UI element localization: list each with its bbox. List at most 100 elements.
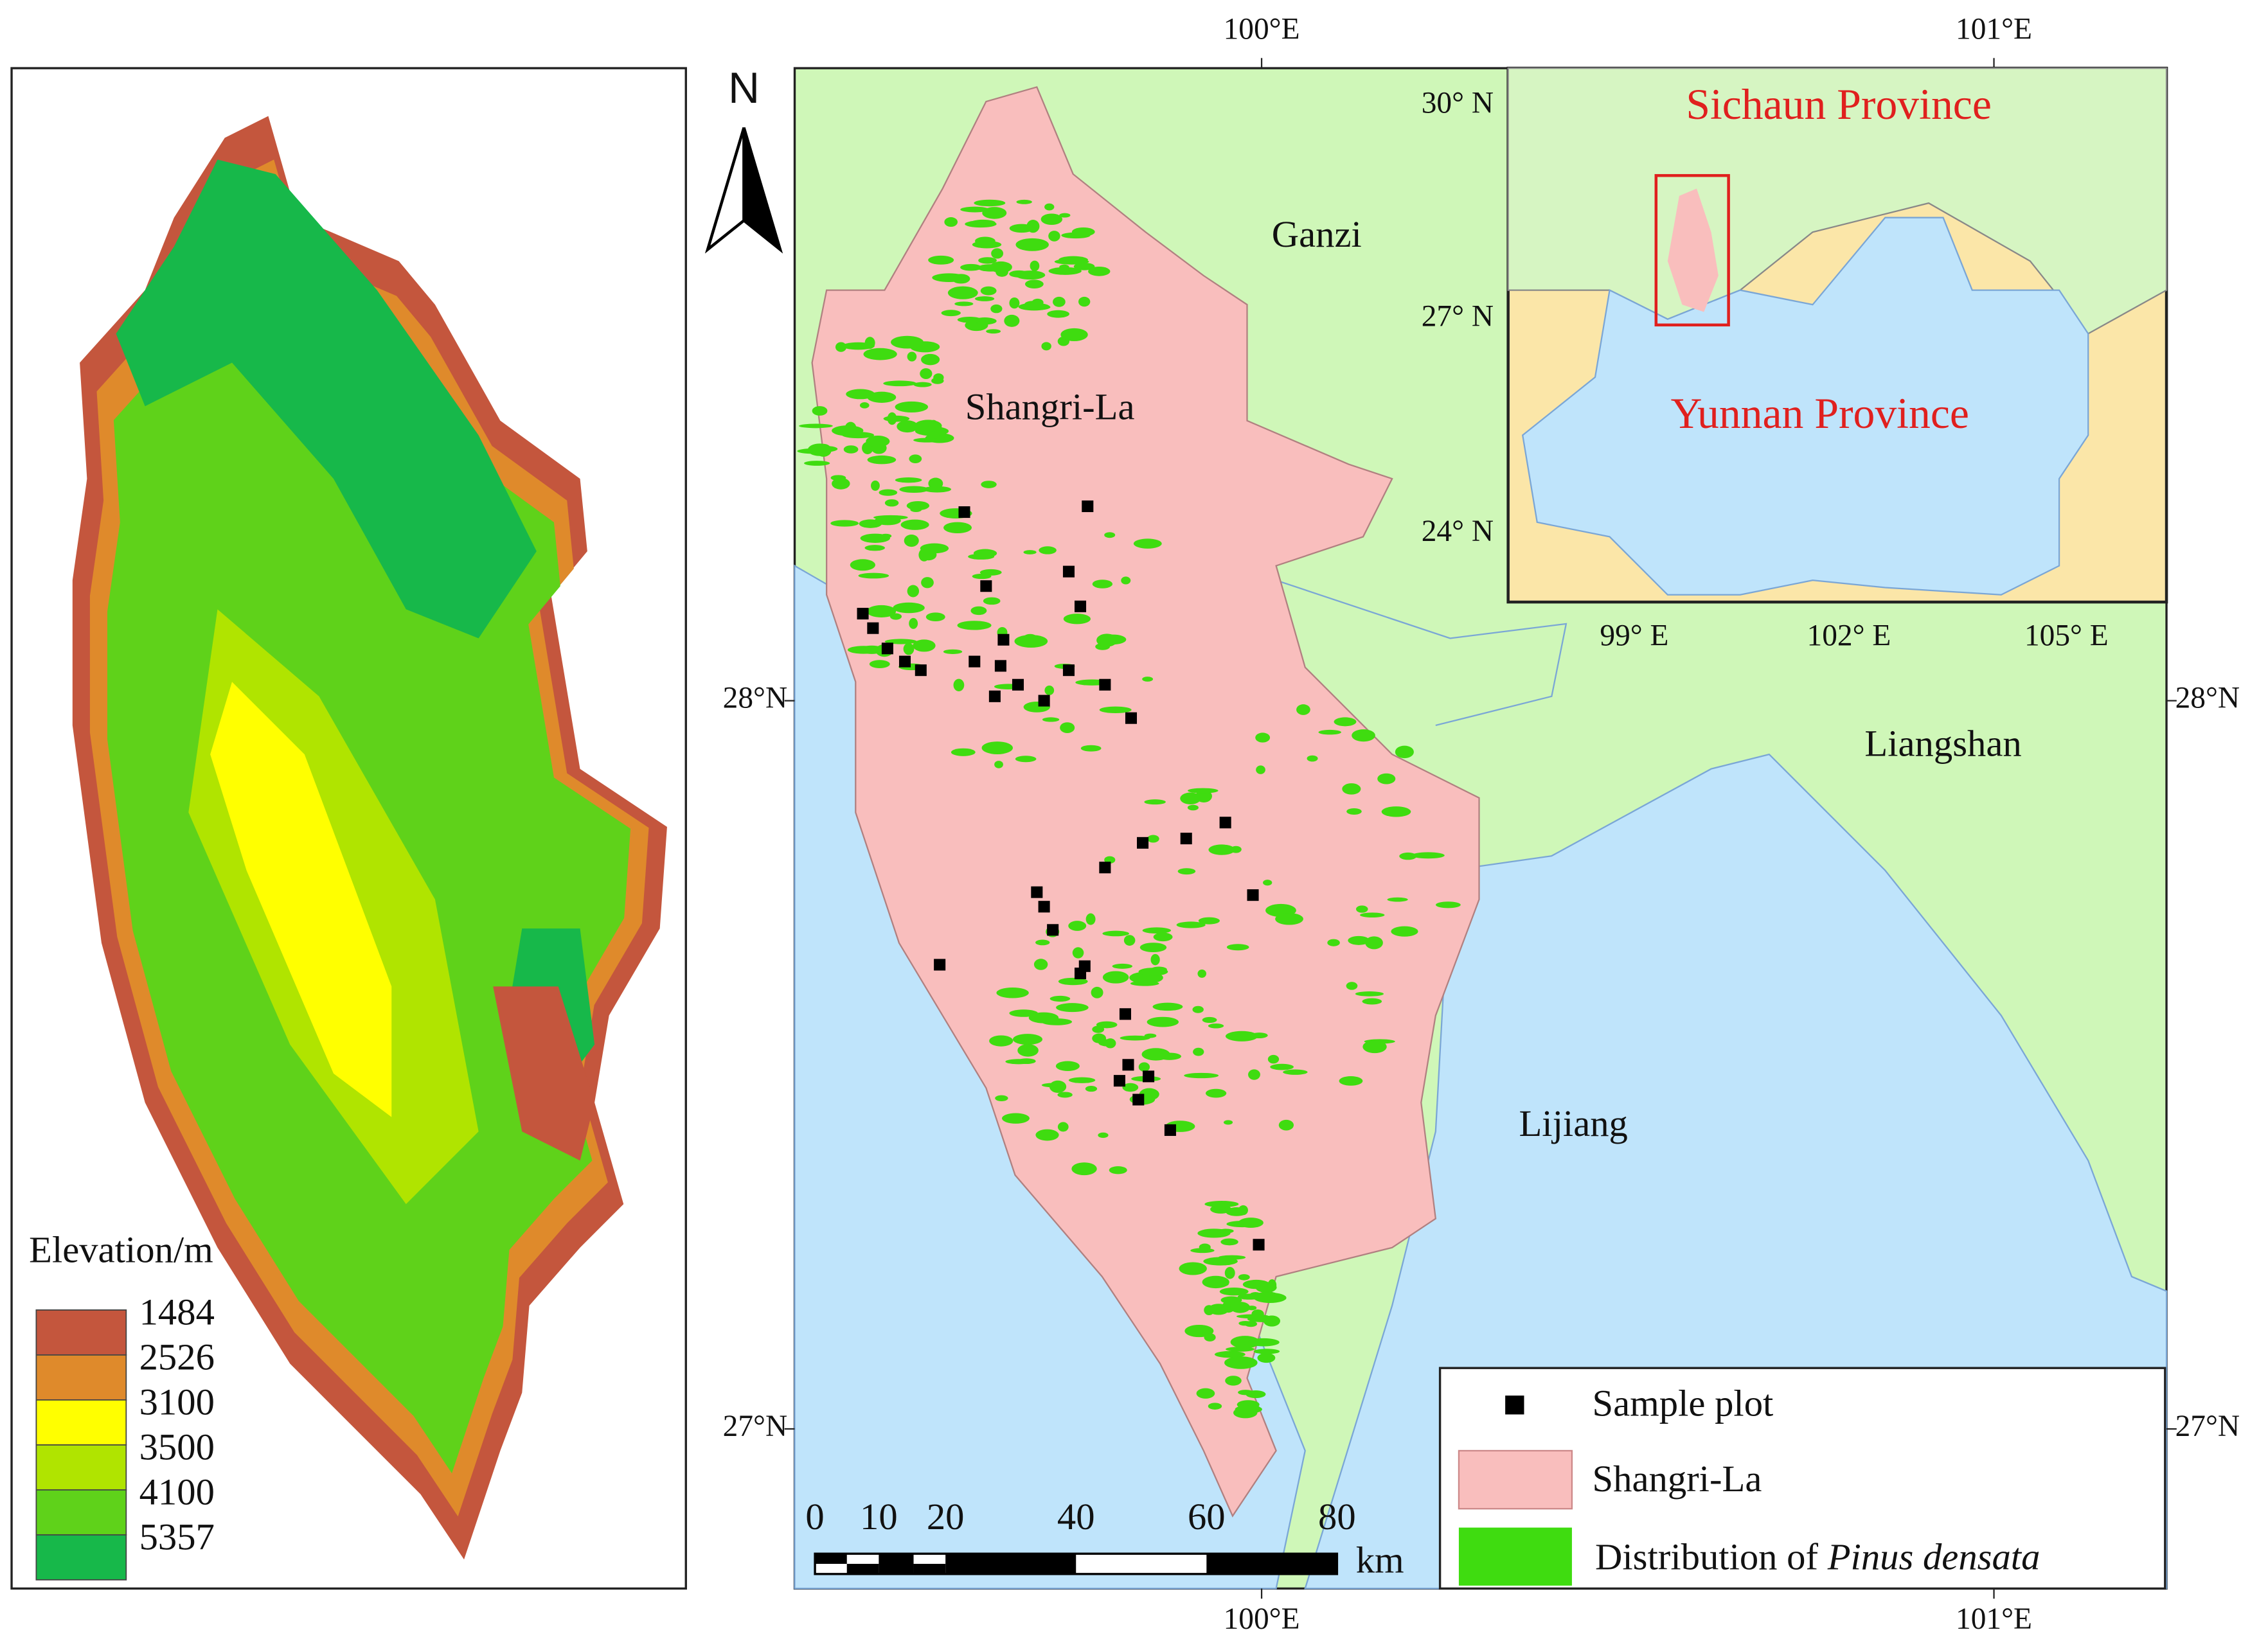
pinus-patch	[1223, 1120, 1233, 1125]
pinus-patch	[899, 486, 929, 493]
lon-tick: 100°E	[1224, 13, 1300, 46]
pinus-patch	[1220, 1238, 1238, 1246]
pinus-patch	[1085, 1085, 1098, 1092]
sample-plot	[1247, 889, 1259, 901]
pinus-patch	[1327, 939, 1340, 946]
pinus-patch	[932, 273, 966, 282]
pinus-patch	[842, 342, 875, 350]
pinus-patch	[1104, 532, 1116, 538]
pinus-patch	[884, 499, 899, 507]
pinus-patch	[989, 1035, 1013, 1047]
pinus-patch	[928, 255, 954, 265]
pinus-patch	[1142, 677, 1154, 682]
pinus-patch	[951, 748, 976, 756]
pinus-patch	[1053, 296, 1066, 307]
scale-tick: 20	[927, 1496, 965, 1537]
pinus-patch	[913, 438, 940, 443]
sample-plot	[1180, 833, 1192, 845]
sample-plot	[1119, 1008, 1131, 1020]
pinus-patch	[1072, 947, 1084, 959]
pinus-patch	[1041, 1018, 1073, 1025]
pinus-patch	[1179, 1262, 1207, 1275]
pinus-patch	[1104, 1038, 1116, 1049]
pinus-patch	[974, 296, 995, 301]
pinus-patch	[859, 402, 870, 409]
sample-plot	[969, 655, 981, 668]
region-label: Lijiang	[1519, 1103, 1627, 1144]
pinus-patch	[1147, 835, 1159, 843]
elevation-swatch	[35, 1399, 127, 1446]
pinus-patch	[1318, 729, 1341, 735]
pinus-patch	[1208, 1023, 1224, 1029]
pinus-patch	[1362, 1040, 1387, 1054]
pinus-patch	[1048, 267, 1082, 275]
sample-plot	[980, 580, 992, 592]
pinus-patch	[1184, 1072, 1219, 1079]
pinus-patch	[1348, 935, 1370, 945]
pinus-patch	[1112, 963, 1133, 969]
pinus-patch	[883, 380, 917, 387]
pinus-patch	[944, 217, 958, 227]
pinus-patch	[1176, 921, 1206, 928]
pinus-patch	[913, 382, 932, 387]
sample-plot	[1164, 1124, 1176, 1136]
pinus-patch	[957, 316, 982, 323]
elevation-label: 3100	[139, 1381, 215, 1422]
pinus-patch	[947, 286, 978, 299]
pinus-patch	[864, 545, 886, 551]
sample-plot	[1082, 500, 1094, 513]
pinus-patch	[1057, 1092, 1073, 1098]
pinus-patch	[1381, 806, 1411, 817]
inset-lat-tick: 24° N	[1422, 515, 1494, 548]
pinus-patch	[1355, 991, 1384, 997]
pinus-patch	[1152, 1002, 1183, 1011]
pinus-patch	[1362, 998, 1382, 1005]
lon-tick: 101°E	[1956, 1602, 2032, 1636]
pinus-patch	[954, 301, 974, 306]
sample-plot	[1074, 968, 1087, 980]
pinus-patch	[995, 1095, 1008, 1101]
pinus-patch	[1356, 905, 1368, 913]
sample-plot	[1031, 886, 1043, 898]
pinus-patch	[1055, 1061, 1080, 1071]
pinus-patch	[1096, 634, 1118, 647]
pinus-patch	[968, 553, 995, 560]
pinus-patch	[925, 612, 945, 622]
sample-plot	[915, 664, 927, 677]
pinus-patch	[1048, 231, 1060, 242]
pinus-patch	[1109, 1166, 1127, 1174]
pinus-patch	[1202, 1016, 1217, 1023]
pinus-patch	[1157, 1052, 1182, 1060]
elevation-swatch	[35, 1534, 127, 1581]
tick-marks	[784, 58, 2177, 1599]
pinus-patch	[1339, 1076, 1363, 1086]
pinus-patch	[804, 461, 830, 466]
pinus-patch	[1267, 1054, 1280, 1064]
pinus-patch	[873, 515, 908, 520]
sample-plot	[867, 622, 879, 634]
elevation-label: 1484	[139, 1291, 215, 1333]
pinus-patch	[1059, 264, 1069, 270]
pinus-patch	[1015, 756, 1037, 763]
pinus-patch	[1197, 969, 1206, 978]
pinus-patch	[1180, 792, 1201, 804]
pinus-patch	[1226, 944, 1249, 951]
pinus-patch	[1359, 912, 1385, 917]
elevation-label: 4100	[139, 1471, 215, 1512]
pinus-patch	[1346, 808, 1362, 815]
pinus-patch	[1352, 729, 1375, 742]
dem-high	[116, 159, 537, 639]
pinus-patch	[1207, 1280, 1229, 1288]
legend-label: Distribution of Pinus densata	[1595, 1536, 2040, 1578]
pinus-patch	[974, 199, 1006, 207]
pinus-patch	[850, 559, 876, 571]
pinus-patch	[842, 432, 875, 439]
pinus-patch	[1024, 279, 1044, 289]
pinus-patch	[1041, 1083, 1066, 1088]
lon-tick: 101°E	[1956, 13, 2032, 46]
pinus-patch	[1120, 1035, 1150, 1041]
pinus-patch	[1005, 1059, 1032, 1065]
scale-tick: 40	[1057, 1496, 1095, 1537]
pinus-patch	[1278, 1119, 1294, 1131]
pinus-patch	[1208, 1403, 1222, 1410]
